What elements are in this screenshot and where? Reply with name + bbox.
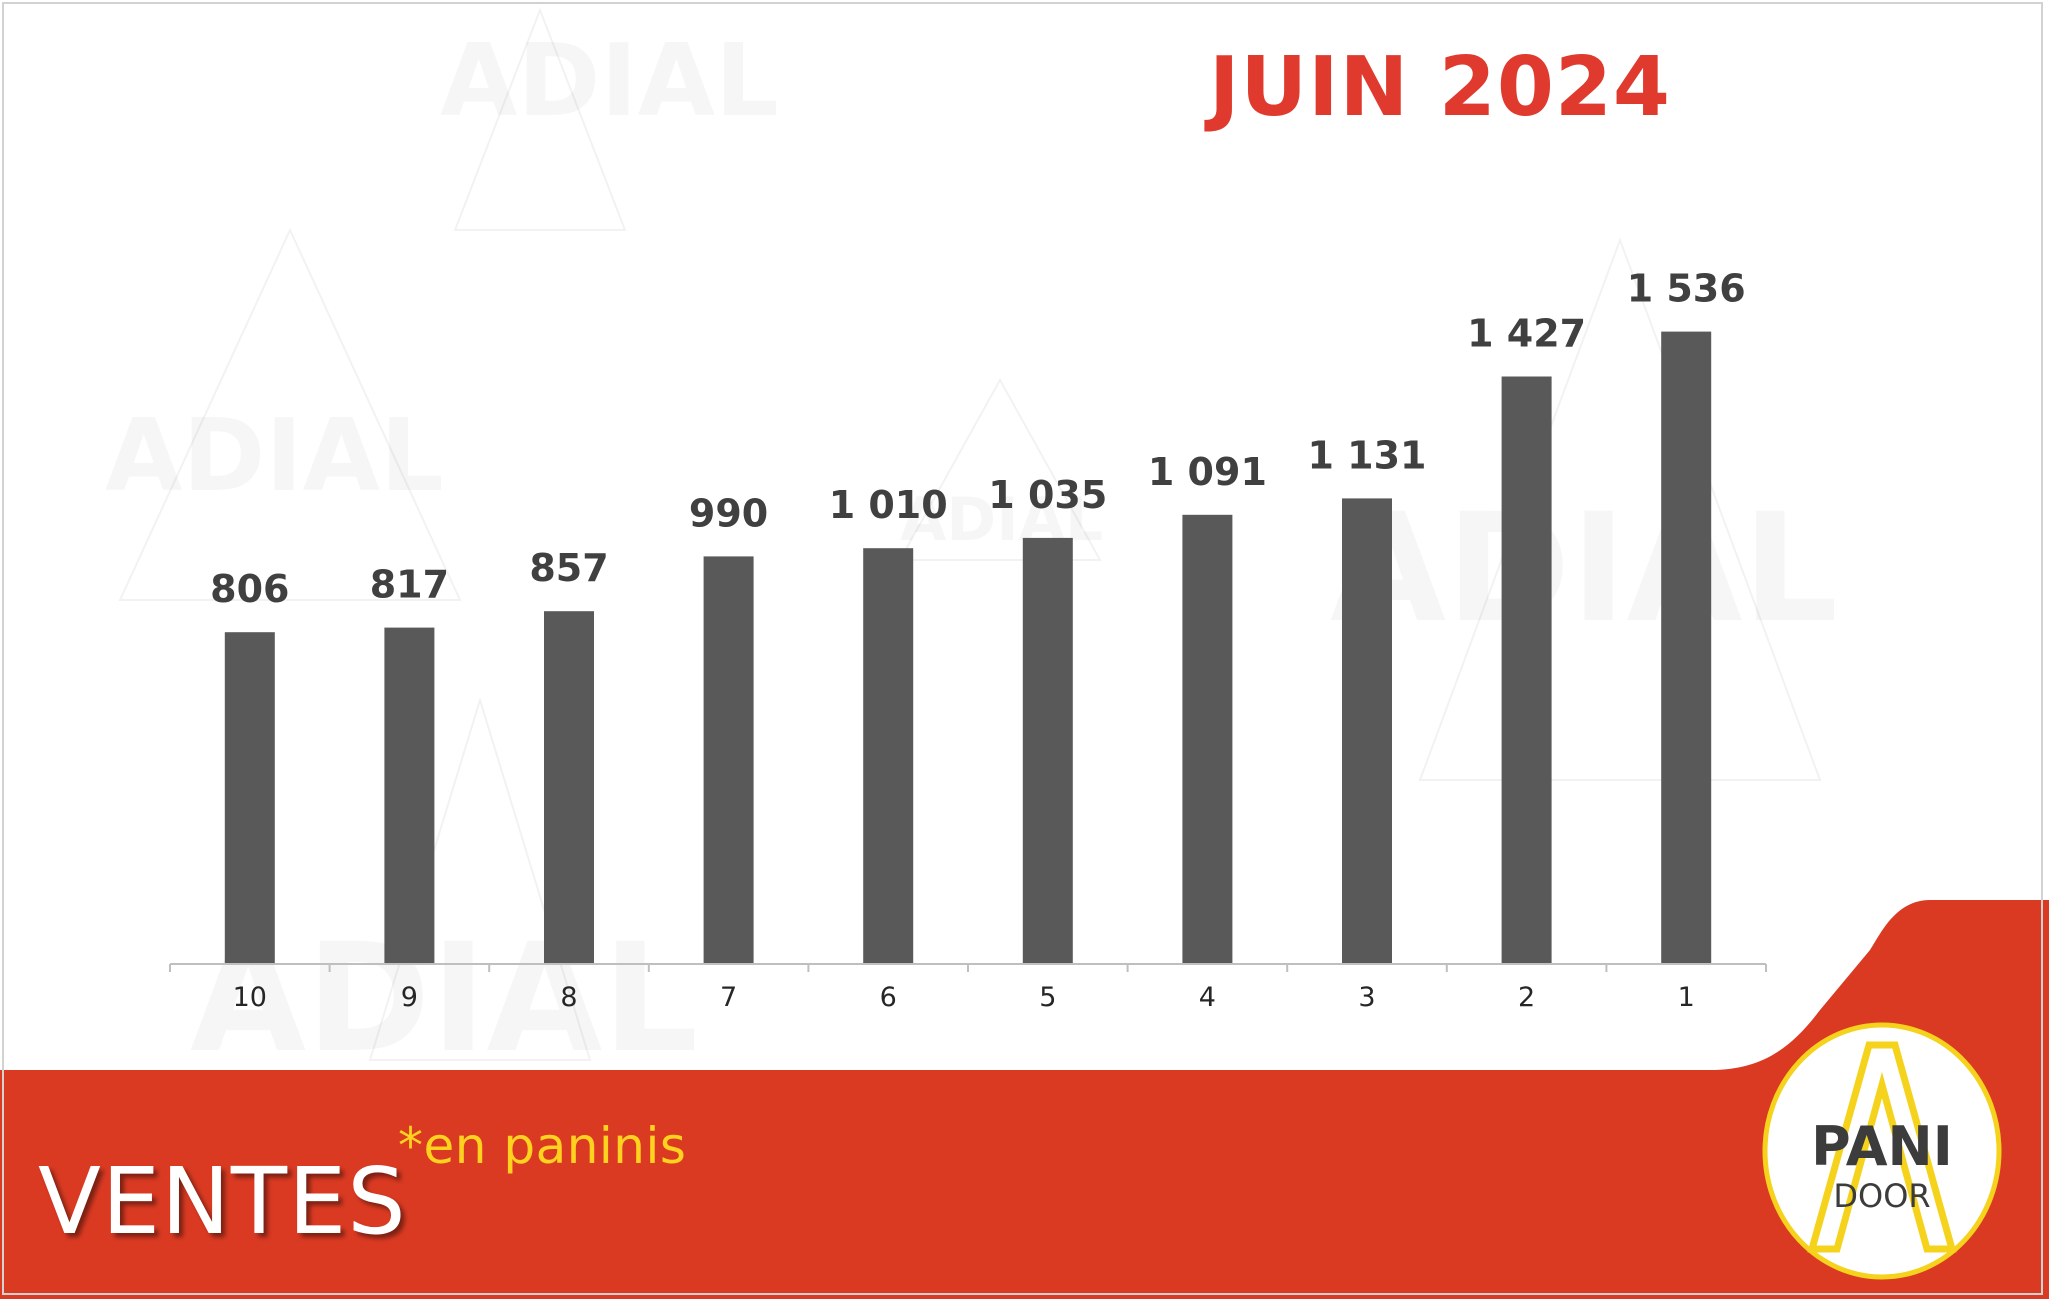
value-label-9: 817: [370, 563, 449, 607]
x-tick-label-5: 5: [1039, 982, 1056, 1013]
bar-3: [1342, 498, 1392, 964]
footer-note: *en paninis: [398, 1117, 687, 1175]
value-labels-group: 806 817 857 990 1 010 1 035 1 091 1 131 1 427 1 5…: [210, 267, 1746, 612]
bar-9: [384, 627, 435, 964]
logo-text-pani: PANI: [1811, 1115, 1953, 1178]
value-label-3: 1 131: [1308, 433, 1427, 477]
x-tick-label-2: 2: [1518, 982, 1535, 1013]
bar-2: [1501, 376, 1552, 964]
value-label-5: 1 035: [988, 473, 1107, 517]
logo-a-mark: [1807, 1041, 1957, 1253]
x-tick-label-9: 9: [401, 982, 418, 1013]
panidoor-logo: PANI DOOR: [1762, 1022, 2002, 1280]
chart-title: JUIN 2024: [1208, 40, 1671, 135]
bar-7: [703, 556, 754, 964]
bar-5: [1022, 537, 1073, 964]
watermark-logo-5: ADIAL: [898, 377, 1102, 561]
x-tick-label-7: 7: [720, 982, 737, 1013]
value-label-8: 857: [529, 546, 608, 590]
footer-title: VENTES: [38, 1148, 407, 1255]
value-label-2: 1 427: [1467, 312, 1586, 356]
bar-10: [224, 632, 275, 964]
logo-ring: [1762, 1022, 2002, 1280]
value-label-10: 806: [210, 567, 289, 611]
bar-4: [1182, 514, 1233, 964]
footer-red-band: [0, 900, 2049, 1299]
value-label-4: 1 091: [1148, 450, 1267, 494]
logo-text-door: DOOR: [1833, 1177, 1930, 1215]
value-label-7: 990: [689, 491, 768, 535]
x-tick-label-10: 10: [233, 982, 267, 1013]
watermark-logo-2: ADIAL: [118, 227, 462, 601]
x-tick-label-6: 6: [880, 982, 897, 1013]
x-tick-label-1: 1: [1678, 982, 1695, 1013]
x-tick-label-3: 3: [1358, 982, 1375, 1013]
bar-8: [544, 611, 594, 964]
value-label-6: 1 010: [829, 483, 948, 527]
bar-1: [1661, 331, 1712, 965]
value-label-1: 1 536: [1627, 267, 1746, 311]
x-axis: 10 9 8 7 6 5 4 3 2 1: [169, 963, 1767, 1013]
x-tick-label-4: 4: [1199, 982, 1216, 1013]
bar-6: [863, 548, 914, 964]
x-tick-label-8: 8: [560, 982, 577, 1013]
bars-group: [224, 331, 1712, 965]
watermark-logo-1: ADIAL: [453, 7, 627, 231]
